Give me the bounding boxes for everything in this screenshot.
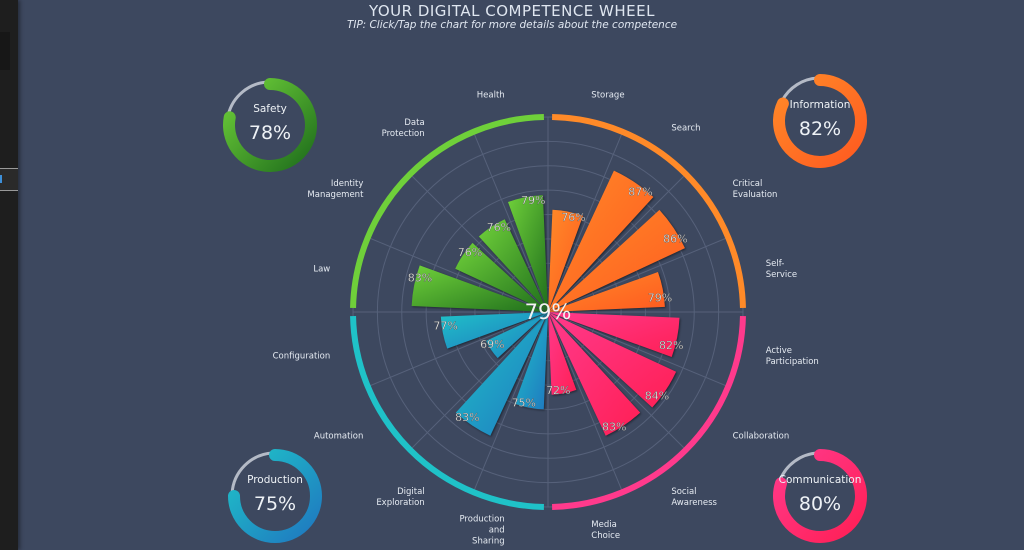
ring-communication[interactable] <box>552 316 746 510</box>
competence-label[interactable]: Data Protection <box>382 118 425 139</box>
donut-title: Production <box>247 474 303 486</box>
tip-text: TIP: Click/Tap the chart for more detail… <box>346 19 678 31</box>
wedge-value-label: 72% <box>546 384 570 397</box>
wedge-media-choice[interactable] <box>548 312 577 395</box>
grid-spoke <box>367 236 549 313</box>
grid-spoke <box>472 311 549 493</box>
donut-track <box>778 451 818 482</box>
donut-value: 78% <box>249 122 291 144</box>
wedge-production-and-sharing[interactable] <box>514 312 548 410</box>
overall-score: 79% <box>525 300 572 324</box>
competence-label[interactable]: Active Participation <box>766 346 819 367</box>
wedge-value-label: 83% <box>455 411 479 424</box>
donut-title: Safety <box>253 103 287 115</box>
wedge-search[interactable] <box>548 170 654 312</box>
grid-spoke <box>472 131 549 313</box>
donut-title: Information <box>790 99 851 111</box>
sidebar-panel <box>0 32 10 70</box>
competence-label[interactable]: Law <box>313 265 330 275</box>
competence-label[interactable]: Search <box>671 123 700 133</box>
wedge-value-label: 83% <box>602 421 626 434</box>
donut-progress <box>223 78 317 172</box>
competence-label[interactable]: Health <box>477 90 505 100</box>
wedge-law[interactable] <box>411 265 548 312</box>
competence-label[interactable]: Digital Exploration <box>376 487 424 508</box>
donut-value: 80% <box>799 493 841 515</box>
wedge-storage[interactable] <box>548 209 584 312</box>
grid-spoke <box>547 131 624 313</box>
competence-labels: 76% Storage 87% Search 86% Critical Evaluation… <box>273 90 819 546</box>
grid-spoke <box>547 311 687 451</box>
donut-value: 82% <box>799 118 841 140</box>
grid-spoke <box>547 311 729 388</box>
donut-information[interactable]: Information 82% <box>773 74 867 168</box>
wedge-value-label: 82% <box>659 339 683 352</box>
donut-progress <box>773 449 867 543</box>
competence-label[interactable]: Social Awareness <box>671 487 717 508</box>
wedge-automation[interactable] <box>486 312 548 359</box>
grid <box>352 116 744 508</box>
wedge-configuration[interactable] <box>440 312 548 349</box>
wedge-value-label: 79% <box>521 194 545 207</box>
competence-label[interactable]: Production and Sharing <box>459 515 504 547</box>
wedge-value-label: 76% <box>487 221 511 234</box>
wedge-value-label: 77% <box>433 319 457 332</box>
donut-track <box>226 80 268 116</box>
wedge-identity-management[interactable] <box>455 242 548 312</box>
donut-title: Communication <box>779 474 862 486</box>
grid-spoke <box>367 311 549 388</box>
grid-spoke <box>547 311 624 493</box>
wedge-value-label: 75% <box>512 396 536 409</box>
area-rings <box>350 114 746 510</box>
donut-safety[interactable]: Safety 78% <box>223 78 317 172</box>
wedge-value-label: 76% <box>561 211 585 224</box>
wedge-value-label: 87% <box>628 185 652 198</box>
wedge-collaboration[interactable] <box>548 312 677 408</box>
competence-label[interactable]: Critical Evaluation <box>733 179 778 200</box>
grid-spoke <box>409 311 549 451</box>
competence-label[interactable]: Self-Service <box>766 259 797 280</box>
area-donuts: Information 82% Communication 80% Production… <box>223 74 867 543</box>
donut-progress <box>773 74 867 168</box>
wedge-active-participation[interactable] <box>548 312 680 358</box>
competence-label[interactable]: Automation <box>314 431 364 441</box>
donut-production[interactable]: Production 75% <box>228 449 322 543</box>
competence-label[interactable]: Media Choice <box>591 520 620 541</box>
ring-information[interactable] <box>552 114 746 308</box>
wedge-data-protection[interactable] <box>478 219 548 312</box>
grid-spoke <box>547 236 729 313</box>
competence-label[interactable]: Collaboration <box>733 431 790 441</box>
donut-communication[interactable]: Communication 80% <box>773 449 867 543</box>
ring-production[interactable] <box>350 316 544 510</box>
grid-spoke <box>547 173 687 313</box>
wedge-value-label: 69% <box>480 338 504 351</box>
wedge-value-label: 86% <box>663 232 687 245</box>
wedge-digital-exploration[interactable] <box>455 312 548 436</box>
wedge-value-label: 76% <box>458 246 482 259</box>
competence-label[interactable]: Configuration <box>273 351 331 361</box>
wedge-social-awareness[interactable] <box>548 312 641 436</box>
wedge-health[interactable] <box>507 195 548 312</box>
sidebar-tab[interactable] <box>0 168 18 191</box>
page-title: YOUR DIGITAL COMPETENCE WHEEL <box>369 2 655 20</box>
wedges <box>411 170 685 436</box>
wedge-value-label: 79% <box>648 291 672 304</box>
grid-spoke <box>409 173 549 313</box>
sidebar <box>0 0 18 550</box>
wedge-value-label: 83% <box>408 272 432 285</box>
competence-label[interactable]: Identity Management <box>307 179 364 200</box>
wedge-self--service[interactable] <box>548 271 665 312</box>
donut-progress <box>228 449 322 543</box>
wedge-value-label: 84% <box>645 390 669 403</box>
wedge-critical-evaluation[interactable] <box>548 209 685 312</box>
competence-label[interactable]: Storage <box>591 90 624 100</box>
ring-safety[interactable] <box>350 114 544 308</box>
donut-track <box>780 76 818 102</box>
donut-track <box>230 451 273 494</box>
donut-value: 75% <box>254 493 296 515</box>
tab-indicator <box>0 175 2 183</box>
